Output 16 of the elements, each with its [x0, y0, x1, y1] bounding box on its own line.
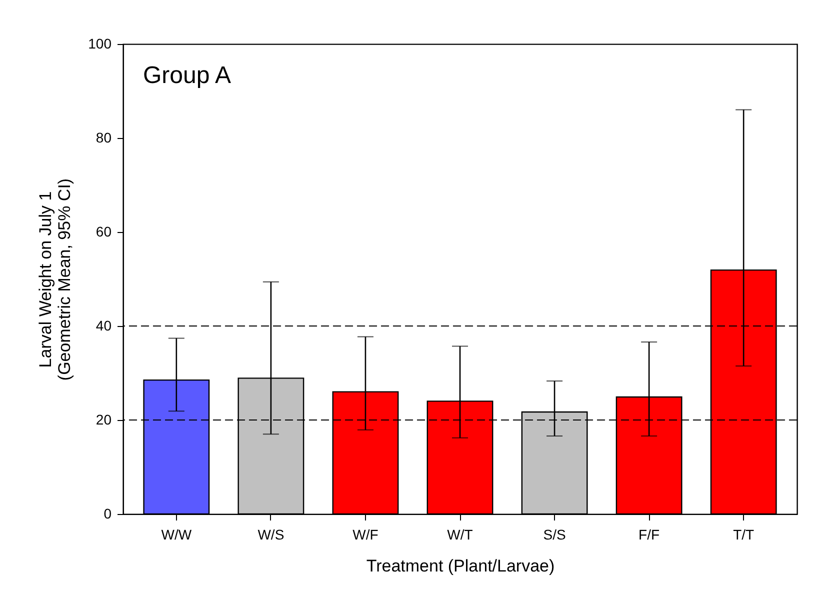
x-axis-title: Treatment (Plant/Larvae) [366, 556, 555, 576]
x-tick-label: W/F [352, 526, 378, 542]
y-tick-label: 0 [104, 506, 112, 522]
y-tick-label: 100 [88, 36, 112, 52]
annotation: Group A [143, 62, 232, 89]
y-tick-label: 60 [96, 224, 112, 240]
x-tick-label: W/T [447, 526, 474, 542]
x-tick-label: W/W [161, 526, 192, 542]
x-tick-label: W/S [258, 526, 284, 542]
y-tick-label: 40 [96, 318, 112, 334]
y-tick-label: 20 [96, 412, 112, 428]
x-tick-label: F/F [638, 526, 660, 542]
x-tick-label: T/T [733, 526, 755, 542]
x-tick-label: S/S [543, 526, 566, 542]
y-axis-title: Larval Weight on July 1 (Geometric Mean, 95% CI) [36, 178, 74, 381]
y-tick-label: 80 [96, 130, 112, 146]
